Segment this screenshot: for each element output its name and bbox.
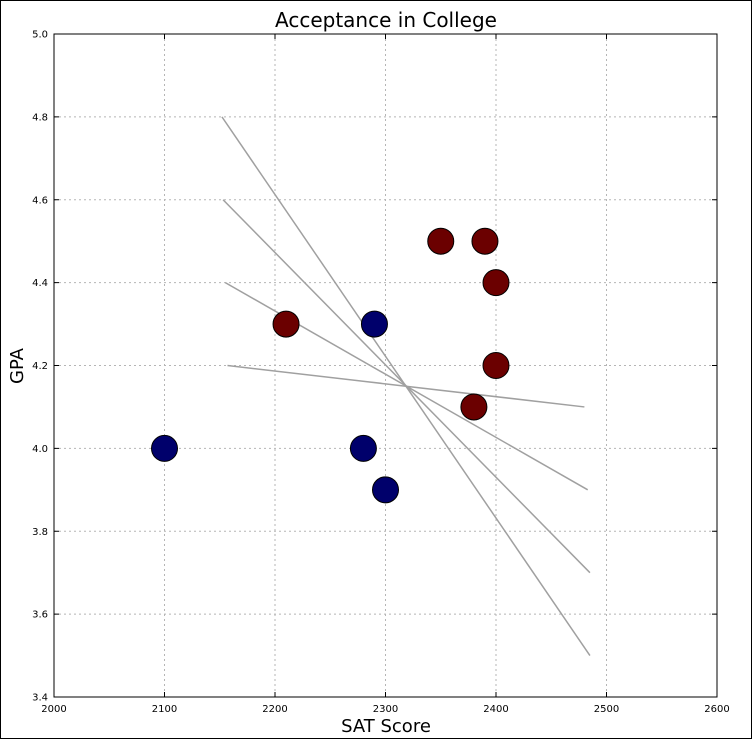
y-tick-label: 4.8	[32, 112, 48, 123]
y-tick-label: 4.6	[32, 195, 48, 206]
x-axis-label: SAT Score	[341, 716, 431, 737]
axis-ticks: 2000 2100 2200 2300 2400 2500 2600 3.4 3.6 3.8 4.0…	[32, 30, 730, 716]
y-tick-label: 3.6	[32, 610, 48, 621]
data-points	[151, 227, 510, 504]
data-point	[427, 227, 455, 255]
x-tick-label: 2400	[483, 704, 508, 715]
data-point	[482, 269, 510, 297]
x-tick-label: 2500	[594, 704, 619, 715]
x-tick-label: 2600	[704, 704, 729, 715]
chart-title: Acceptance in College	[275, 8, 497, 32]
data-point	[460, 393, 488, 421]
data-point	[151, 434, 178, 462]
y-axis-label: GPA	[7, 347, 28, 384]
y-tick-label: 3.4	[32, 693, 48, 704]
x-tick-label: 2100	[152, 704, 177, 715]
decision-lines	[221, 116, 591, 656]
decision-line	[227, 364, 585, 408]
data-point	[349, 434, 377, 462]
data-point	[482, 352, 510, 379]
y-tick-label: 3.8	[32, 527, 48, 538]
x-tick-label: 2000	[41, 704, 66, 715]
data-point	[272, 310, 300, 338]
y-tick-label: 4.4	[32, 278, 48, 289]
data-point	[372, 476, 399, 504]
y-tick-label: 4.0	[32, 444, 48, 455]
x-tick-label: 2200	[262, 704, 287, 715]
y-tick-label: 5.0	[32, 30, 48, 41]
plot-area-border	[53, 33, 718, 698]
y-tick-label: 4.2	[32, 361, 48, 372]
data-point	[360, 310, 388, 338]
data-point	[471, 227, 499, 255]
x-tick-label: 2300	[373, 704, 398, 715]
